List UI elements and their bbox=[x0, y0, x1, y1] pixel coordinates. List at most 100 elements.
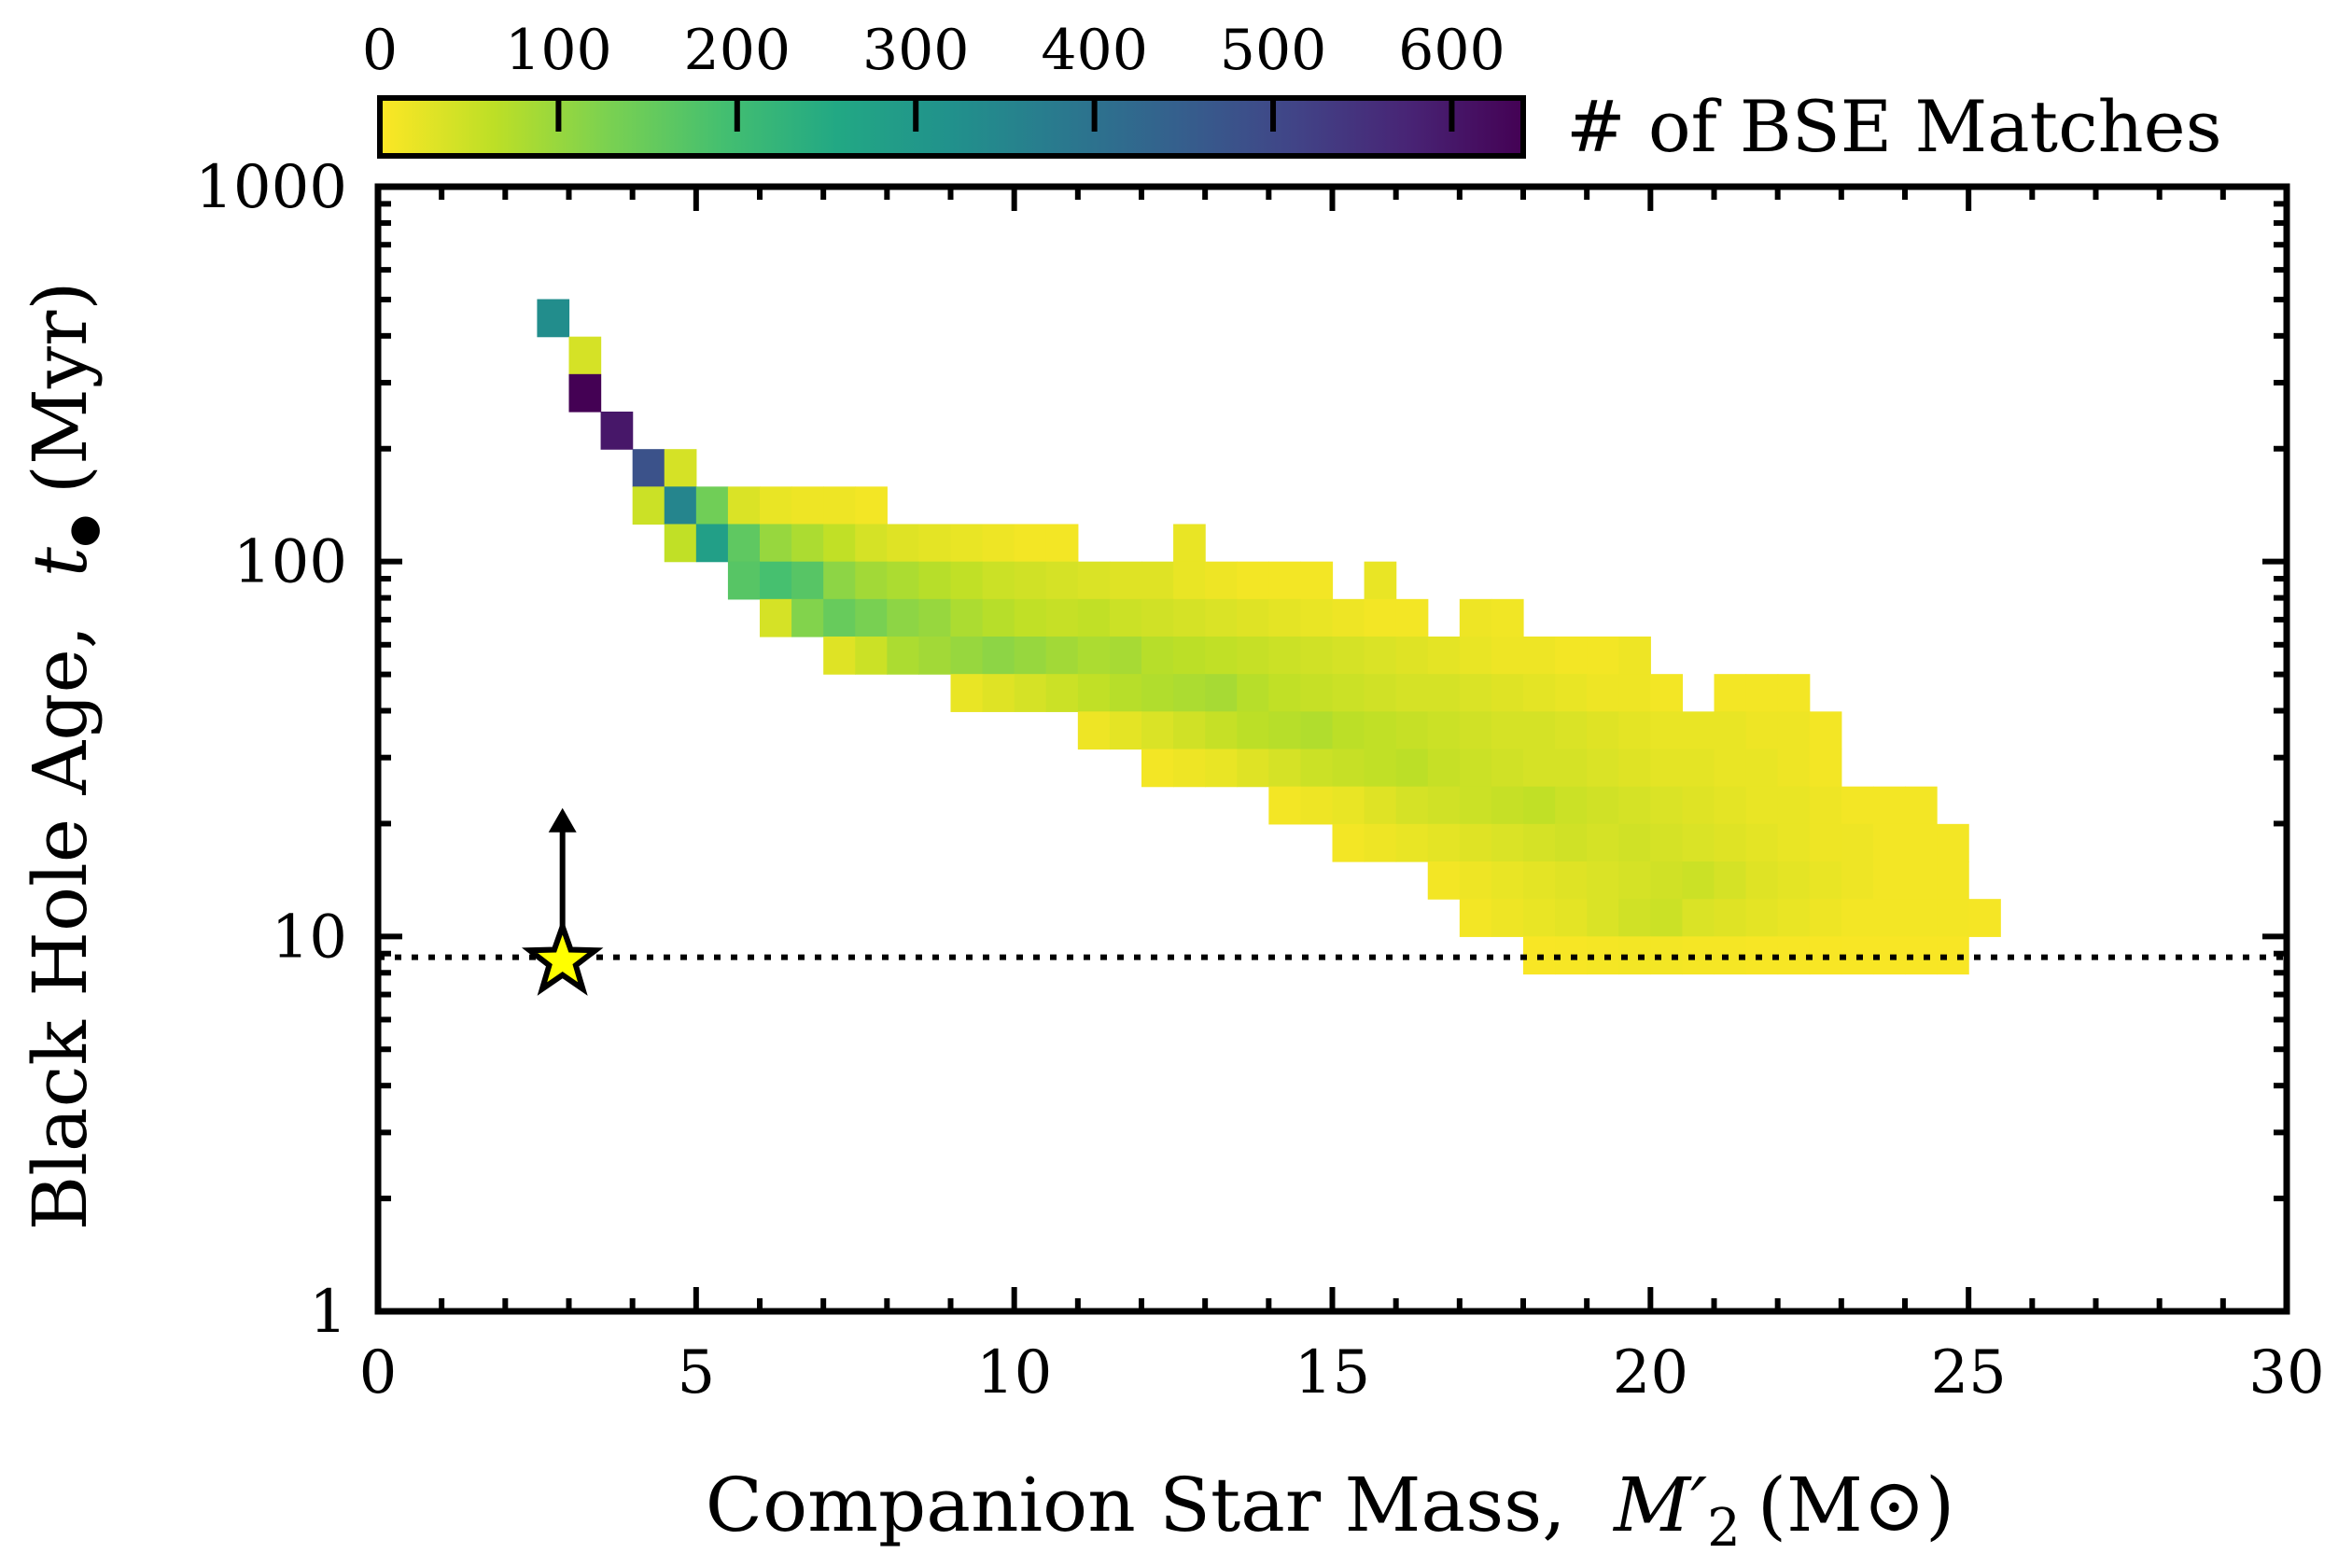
heatmap-cell bbox=[1364, 823, 1397, 862]
heatmap-cell bbox=[760, 486, 792, 525]
heatmap-cell bbox=[1618, 823, 1651, 862]
heatmap-cell bbox=[823, 598, 856, 637]
heatmap-cell bbox=[1459, 674, 1492, 712]
heatmap-cell bbox=[1395, 823, 1429, 862]
heatmap-cell bbox=[1491, 786, 1524, 825]
heatmap-cell bbox=[1014, 561, 1047, 600]
heatmap-cell bbox=[1555, 749, 1588, 788]
heatmap-cell bbox=[1014, 674, 1047, 712]
heatmap-cell bbox=[1109, 711, 1142, 750]
heatmap-cell bbox=[1109, 637, 1142, 675]
x-axis-title-symbol: M bbox=[1612, 1462, 1692, 1548]
heatmap-cell bbox=[1491, 637, 1524, 675]
heatmap-cell bbox=[1745, 786, 1779, 825]
heatmap-cell bbox=[1905, 823, 1938, 862]
heatmap-cell bbox=[1077, 561, 1111, 600]
heatmap-cell bbox=[1332, 786, 1365, 825]
heatmap-cell bbox=[1905, 899, 1938, 937]
colorbar-frame bbox=[377, 95, 1526, 159]
y-tick-label: 10 bbox=[272, 903, 347, 972]
heatmap-cell bbox=[1173, 711, 1206, 750]
heatmap-cell bbox=[1650, 749, 1684, 788]
x-axis-title: Companion Star Mass, M′2 (M⊙) bbox=[706, 1462, 1954, 1559]
heatmap-cell bbox=[950, 598, 984, 637]
x-tick-label: 15 bbox=[1295, 1338, 1370, 1407]
heatmap-cell bbox=[1459, 786, 1492, 825]
x-axis-title-unit: (M⊙) bbox=[1757, 1462, 1954, 1548]
heatmap-cell bbox=[1268, 637, 1302, 675]
lower-limit-arrowhead bbox=[548, 807, 577, 833]
heatmap-cell bbox=[1523, 786, 1556, 825]
heatmap-cell bbox=[727, 524, 761, 563]
heatmap-cell bbox=[1650, 786, 1684, 825]
colorbar-tick-label: 100 bbox=[505, 18, 612, 83]
heatmap-cell bbox=[727, 486, 761, 525]
heatmap-cell bbox=[1587, 823, 1619, 862]
heatmap-cell bbox=[1237, 561, 1269, 600]
heatmap-cell bbox=[823, 524, 856, 563]
heatmap-cell bbox=[1491, 598, 1524, 637]
heatmap-cell bbox=[1523, 674, 1556, 712]
heatmap-cell bbox=[1205, 711, 1238, 750]
heatmap-cell bbox=[1332, 598, 1365, 637]
heatmap-cell bbox=[887, 598, 920, 637]
heatmap-cell bbox=[1268, 674, 1302, 712]
colorbar-tick-label: 300 bbox=[862, 18, 970, 83]
heatmap-cell bbox=[1364, 749, 1397, 788]
heatmap-cell bbox=[1205, 749, 1238, 788]
heatmap-cell bbox=[1841, 823, 1874, 862]
heatmap-cell bbox=[950, 637, 984, 675]
heatmap-cell bbox=[1555, 637, 1588, 675]
heatmap-cell bbox=[855, 598, 888, 637]
heatmap-cell bbox=[537, 299, 570, 338]
x-tick-label: 25 bbox=[1930, 1338, 2006, 1407]
x-tick-label: 0 bbox=[359, 1338, 398, 1407]
heatmap-cell bbox=[1809, 749, 1842, 788]
heatmap-cell bbox=[1650, 674, 1684, 712]
heatmap-cell bbox=[1300, 749, 1334, 788]
x-axis-title-subscript: 2 bbox=[1707, 1498, 1741, 1559]
heatmap-cell bbox=[1364, 711, 1397, 750]
y-tick-label: 1000 bbox=[195, 153, 347, 222]
star-marker bbox=[521, 917, 604, 996]
colorbar-title: # of BSE Matches bbox=[1566, 85, 2222, 168]
heatmap-cell bbox=[1555, 711, 1588, 750]
colorbar-tick-label: 200 bbox=[684, 18, 791, 83]
heatmap-cell bbox=[1872, 899, 1906, 937]
heatmap-cell bbox=[1872, 786, 1906, 825]
heatmap-cell bbox=[982, 524, 1015, 563]
heatmap-cell bbox=[1173, 598, 1206, 637]
heatmap-cell bbox=[1459, 823, 1492, 862]
colorbar-gradient bbox=[380, 98, 1523, 156]
heatmap-cell bbox=[1141, 561, 1174, 600]
y-axis-title: Black Hole Age, t● (Myr) bbox=[17, 281, 105, 1230]
x-axis-title-prime: ′ bbox=[1690, 1462, 1707, 1548]
heatmap-cell bbox=[1077, 598, 1111, 637]
heatmap-cell bbox=[760, 524, 792, 563]
heatmap-cell bbox=[1491, 899, 1524, 937]
heatmap-cell bbox=[632, 449, 665, 487]
heatmap-cell bbox=[1332, 674, 1365, 712]
heatmap-cell bbox=[918, 524, 952, 563]
heatmap-cell bbox=[1268, 561, 1302, 600]
heatmap-cell bbox=[1745, 899, 1779, 937]
heatmap-cell bbox=[1937, 823, 1969, 862]
heatmap-cell bbox=[887, 561, 920, 600]
heatmap-cell bbox=[1109, 598, 1142, 637]
heatmap-cell bbox=[1364, 561, 1397, 600]
heatmap-cell bbox=[1555, 823, 1588, 862]
heatmap-cell bbox=[1491, 823, 1524, 862]
heatmap-cell bbox=[1459, 637, 1492, 675]
heatmap-cell bbox=[1745, 674, 1779, 712]
heatmap-cell bbox=[1491, 674, 1524, 712]
heatmap-cell bbox=[1809, 899, 1842, 937]
heatmap-cell bbox=[1745, 749, 1779, 788]
heatmap-cell bbox=[1014, 637, 1047, 675]
heatmap-cell bbox=[823, 561, 856, 600]
heatmap-cell bbox=[1205, 637, 1238, 675]
heatmap-cell bbox=[664, 449, 697, 487]
heatmap-cell bbox=[1587, 861, 1619, 900]
heatmap-cell bbox=[1523, 749, 1556, 788]
heatmap-cell bbox=[1745, 823, 1779, 862]
